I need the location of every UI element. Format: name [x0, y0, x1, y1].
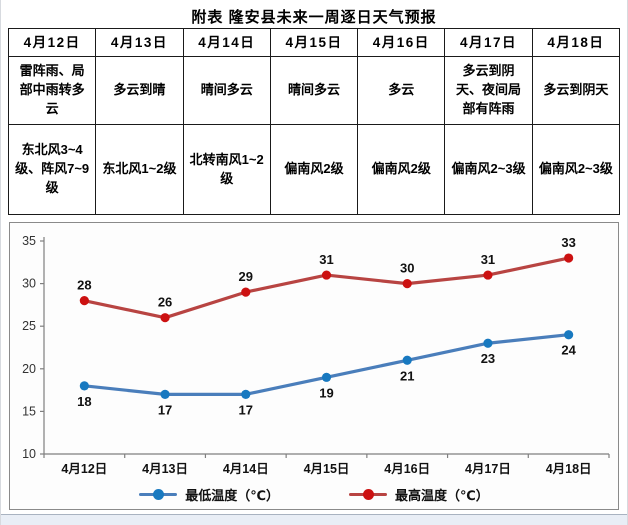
forecast-table: 4月12日 4月13日 4月14日 4月15日 4月16日 4月17日 4月18… — [7, 28, 621, 215]
page-title: 附表 隆安县未来一周逐日天气预报 — [191, 9, 437, 26]
data-point-label: 31 — [481, 252, 495, 267]
data-point — [483, 270, 493, 280]
date-cell: 4月15日 — [269, 28, 359, 57]
wind-cell: 偏南风2级 — [269, 124, 359, 215]
date-cell: 4月18日 — [531, 28, 621, 57]
legend-label-min-temp: 最低温度（℃） — [185, 487, 279, 503]
data-point-label: 28 — [77, 278, 91, 293]
y-axis-tick-label: 35 — [22, 234, 36, 248]
weather-cell: 多云到阴天 — [531, 56, 621, 125]
data-point-label: 33 — [561, 235, 575, 250]
legend-item-max-temp: 最高温度（℃） — [349, 485, 489, 504]
weather-cell: 晴间多云 — [182, 56, 271, 125]
x-axis-tick-label: 4月13日 — [142, 462, 188, 476]
data-point — [564, 253, 574, 263]
weather-row: 雷阵雨、局部中雨转多云 多云到晴 晴间多云 晴间多云 多云 多云到阴天、夜间局部… — [7, 56, 621, 125]
x-axis-tick-label: 4月16日 — [384, 462, 430, 476]
max-temp-line-icon — [349, 488, 387, 500]
weather-cell: 雷阵雨、局部中雨转多云 — [7, 56, 97, 125]
data-point — [160, 389, 170, 399]
weather-cell: 多云到晴 — [95, 56, 184, 125]
data-point-label: 26 — [158, 295, 172, 310]
window-bottom-edge — [1, 514, 627, 525]
x-axis-tick-label: 4月15日 — [304, 462, 350, 476]
weather-cell: 多云 — [357, 56, 446, 125]
y-axis-tick-label: 15 — [22, 404, 36, 418]
data-point-label: 18 — [77, 394, 91, 409]
y-axis-tick-label: 20 — [22, 362, 36, 376]
data-point — [79, 381, 89, 391]
wind-cell: 偏南风2~3级 — [444, 124, 533, 215]
y-axis-tick-label: 10 — [22, 447, 36, 461]
data-point — [483, 338, 493, 348]
x-axis-tick-label: 4月14日 — [223, 462, 269, 476]
temperature-line-chart-canvas: 10 15 20 25 30 35 4月12日 4月13日 4月14日 4月15日 4月16日 4月1… — [22, 234, 610, 476]
data-point — [564, 330, 574, 340]
weather-cell: 多云到阴天、夜间局部有阵雨 — [444, 56, 533, 125]
wind-cell: 偏南风2级 — [357, 124, 446, 215]
data-point-label: 31 — [319, 252, 333, 267]
data-point — [241, 287, 251, 297]
wind-cell: 东北风1~2级 — [95, 124, 184, 215]
data-point-label: 17 — [158, 402, 172, 417]
date-cell: 4月14日 — [182, 28, 271, 57]
min-temp-line-icon — [139, 488, 178, 500]
y-axis-tick-label: 25 — [22, 319, 36, 333]
data-point-label: 17 — [239, 402, 253, 417]
temperature-chart: 10 15 20 25 30 35 4月12日 4月13日 4月14日 4月15日 4月16日 4月1… — [9, 222, 619, 510]
date-cell: 4月13日 — [95, 28, 184, 57]
data-point — [321, 372, 332, 382]
y-axis-tick-label: 30 — [22, 277, 36, 291]
date-cell: 4月12日 — [7, 28, 97, 57]
data-point — [160, 313, 170, 323]
x-axis-tick-label: 4月18日 — [546, 462, 592, 476]
wind-cell: 东北风3~4级、阵风7~9级 — [7, 124, 97, 215]
date-cell: 4月16日 — [357, 28, 446, 57]
wind-cell: 偏南风2~3级 — [531, 124, 621, 215]
weather-cell: 晴间多云 — [269, 56, 359, 125]
data-point-label: 24 — [561, 343, 576, 358]
legend-item-min-temp: 最低温度（℃） — [139, 485, 279, 504]
data-point — [79, 296, 89, 306]
data-point-label: 30 — [400, 261, 414, 276]
x-axis-tick-label: 4月17日 — [465, 462, 511, 476]
data-point — [402, 355, 412, 365]
wind-cell: 北转南风1~2级 — [182, 124, 271, 215]
x-axis-tick-label: 4月12日 — [61, 462, 107, 476]
date-header-row: 4月12日 4月13日 4月14日 4月15日 4月16日 4月17日 4月18… — [7, 28, 621, 57]
data-point-label: 19 — [319, 385, 333, 400]
data-point-label: 29 — [239, 269, 253, 284]
data-point — [321, 270, 332, 280]
data-point — [402, 279, 412, 289]
data-point — [241, 389, 251, 399]
date-cell: 4月17日 — [444, 28, 533, 57]
legend-label-max-temp: 最高温度（℃） — [395, 487, 489, 503]
wind-row: 东北风3~4级、阵风7~9级 东北风1~2级 北转南风1~2级 偏南风2级 偏南… — [7, 124, 621, 215]
data-point-label: 21 — [400, 368, 414, 383]
data-point-label: 23 — [481, 351, 495, 366]
chart-legend: 最低温度（℃） 最高温度（℃） — [10, 479, 618, 509]
